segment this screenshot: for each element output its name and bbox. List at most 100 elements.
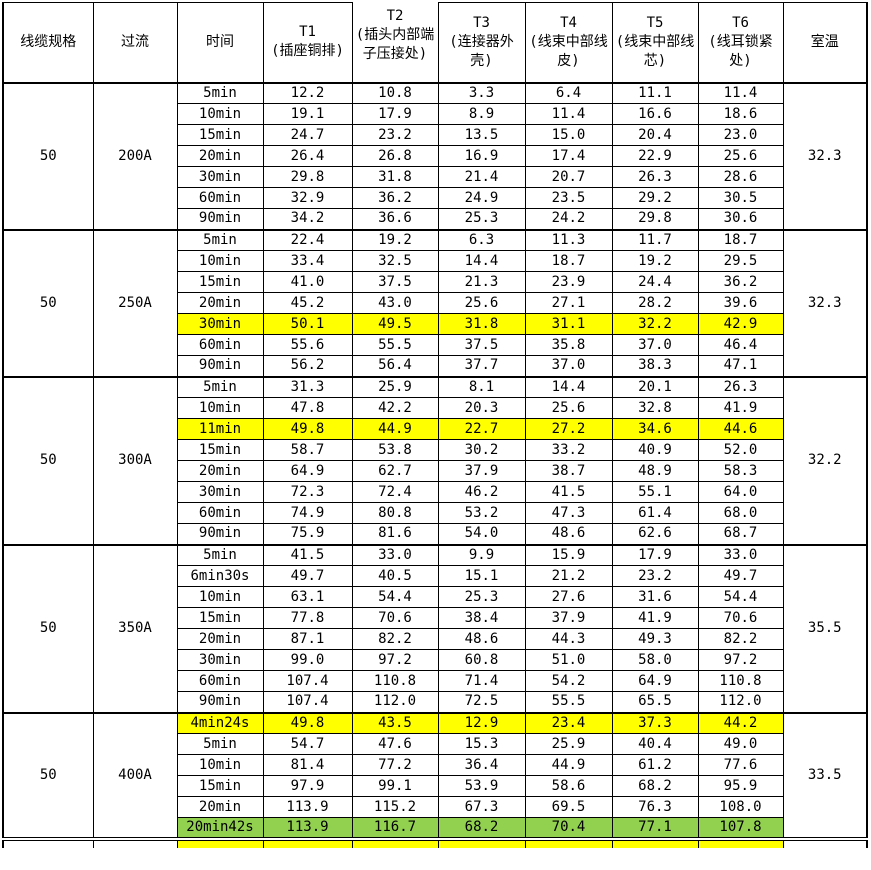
temp-value-cell: 42.9	[697, 313, 784, 335]
cable-spec-cell: 50	[2, 228, 94, 377]
temp-value-cell: 41.9	[611, 607, 699, 629]
temp-value-cell: 62.6	[611, 523, 699, 545]
col-header-c9: 室温	[782, 2, 868, 83]
temp-value-cell: 116.7	[351, 817, 439, 841]
temp-value-cell: 41.5	[262, 543, 353, 566]
temp-value-cell: 55.5	[351, 334, 439, 356]
temp-value-cell: 58.3	[697, 460, 784, 482]
temp-value-cell: 54.4	[697, 586, 784, 608]
temp-value-cell: 97.9	[262, 775, 353, 797]
temp-value-cell: 11.3	[524, 228, 613, 251]
data-row: 50 350A 5min 41.5 33.0 9.9 15.9 17.9 33.0 35.5	[2, 543, 868, 713]
data-row: 20min 26.4 26.8 16.9 17.4 22.9 25.6	[3, 145, 867, 167]
cable-spec-cell: 50	[2, 543, 94, 713]
temp-value-cell: 47.6	[351, 733, 439, 755]
data-row: 20min42s 113.9 116.7 68.2 70.4 77.1 107.8	[3, 817, 867, 841]
temp-value-cell: 113.9	[262, 796, 353, 818]
temp-value-cell: 99.0	[262, 649, 353, 671]
data-row: 30min 99.0 97.2 60.8 51.0 58.0 97.2	[3, 649, 867, 671]
temp-value-cell: 26.8	[351, 145, 439, 167]
temp-value-cell: 58.0	[611, 649, 699, 671]
temp-value-cell: 41.9	[697, 397, 784, 419]
temp-value-cell: 16.9	[437, 145, 526, 167]
partial-highlight-cell	[262, 838, 353, 848]
temp-value-cell: 53.9	[437, 775, 526, 797]
temp-value-cell: 23.2	[611, 565, 699, 587]
data-row: 15min 77.8 70.6 38.4 37.9 41.9 70.6	[3, 607, 867, 629]
partial-highlight-cell	[524, 838, 613, 848]
temp-value-cell: 41.0	[262, 271, 353, 293]
temp-value-cell: 38.4	[437, 607, 526, 629]
time-cell: 10min	[176, 586, 264, 608]
temp-value-cell: 52.0	[697, 439, 784, 461]
temp-value-cell: 38.7	[524, 460, 613, 482]
data-row: 30min 29.8 31.8 21.4 20.7 26.3 28.6	[3, 166, 867, 188]
temp-value-cell: 44.2	[697, 711, 784, 734]
current-cell: 400A	[92, 711, 178, 841]
temp-value-cell: 49.7	[262, 565, 353, 587]
temp-value-cell: 28.2	[611, 292, 699, 314]
time-cell: 15min	[176, 775, 264, 797]
cable-spec-cell: 50	[2, 375, 94, 545]
temp-value-cell: 61.4	[611, 502, 699, 524]
temp-value-cell: 74.9	[262, 502, 353, 524]
temp-value-cell: 37.3	[611, 711, 699, 734]
data-row: 15min 24.7 23.2 13.5 15.0 20.4 23.0	[3, 124, 867, 146]
time-cell: 5min	[176, 733, 264, 755]
data-row: 50 200A 5min 12.2 10.8 3.3 6.4 11.1 11.4 32.3	[2, 81, 868, 230]
temp-value-cell: 34.2	[262, 208, 353, 230]
col-header-text: T3 (连接器外壳)	[439, 14, 524, 71]
temp-value-cell: 24.9	[437, 187, 526, 209]
temp-value-cell: 12.2	[262, 81, 353, 104]
temp-value-cell: 6.4	[524, 81, 613, 104]
temp-value-cell: 32.9	[262, 187, 353, 209]
col-header-text: T4 (线束中部线皮)	[526, 14, 611, 71]
probe-code: T5	[646, 14, 664, 31]
temp-value-cell: 64.9	[262, 460, 353, 482]
table-body: 50 200A 5min 12.2 10.8 3.3 6.4 11.1 11.4 32.3 10mi…	[2, 81, 868, 848]
temp-value-cell: 19.2	[611, 250, 699, 272]
temp-value-cell: 27.2	[524, 418, 613, 440]
time-cell: 5min	[176, 228, 264, 251]
temp-value-cell: 54.7	[262, 733, 353, 755]
temp-value-cell: 20.4	[611, 124, 699, 146]
partial-highlight-cell	[176, 838, 264, 848]
temp-value-cell: 69.5	[524, 796, 613, 818]
temp-value-cell: 11.4	[524, 103, 613, 125]
temp-value-cell: 72.5	[437, 691, 526, 713]
temp-value-cell: 46.2	[437, 481, 526, 503]
col-header-c0: 线缆规格	[2, 2, 94, 83]
time-cell: 5min	[176, 543, 264, 566]
temp-value-cell: 32.5	[351, 250, 439, 272]
temp-value-cell: 60.8	[437, 649, 526, 671]
temp-value-cell: 25.6	[524, 397, 613, 419]
temp-value-cell: 58.7	[262, 439, 353, 461]
temp-value-cell: 44.6	[697, 418, 784, 440]
temp-value-cell: 77.1	[611, 817, 699, 841]
temp-value-cell: 17.9	[611, 543, 699, 566]
probe-desc: (线束中部线芯)	[615, 33, 695, 69]
col-header-t2: T2 (插头内部端子压接处)	[351, 2, 439, 83]
temp-value-cell: 99.1	[351, 775, 439, 797]
temp-value-cell: 33.0	[351, 543, 439, 566]
temp-value-cell: 22.4	[262, 228, 353, 251]
temp-value-cell: 22.7	[437, 418, 526, 440]
temp-value-cell: 11.1	[611, 81, 699, 104]
time-cell: 11min	[176, 418, 264, 440]
probe-code: T4	[560, 14, 577, 31]
temp-value-cell: 48.9	[611, 460, 699, 482]
temp-value-cell: 44.9	[351, 418, 439, 440]
temp-value-cell: 87.1	[262, 628, 353, 650]
data-row: 15min 41.0 37.5 21.3 23.9 24.4 36.2	[3, 271, 867, 293]
temp-value-cell: 115.2	[351, 796, 439, 818]
col-header-t5: T5 (线束中部线芯)	[611, 2, 699, 83]
data-row: 50 400A 4min24s 49.8 43.5 12.9 23.4 37.3 44.2 33.…	[2, 711, 868, 841]
temp-value-cell: 19.2	[351, 228, 439, 251]
temp-value-cell: 55.5	[524, 691, 613, 713]
room-temp-cell: 32.3	[782, 228, 868, 377]
temp-value-cell: 25.3	[437, 586, 526, 608]
current-cell: 250A	[92, 228, 178, 377]
temp-value-cell: 97.2	[697, 649, 784, 671]
temp-value-cell: 112.0	[351, 691, 439, 713]
temp-value-cell: 8.1	[437, 375, 526, 398]
